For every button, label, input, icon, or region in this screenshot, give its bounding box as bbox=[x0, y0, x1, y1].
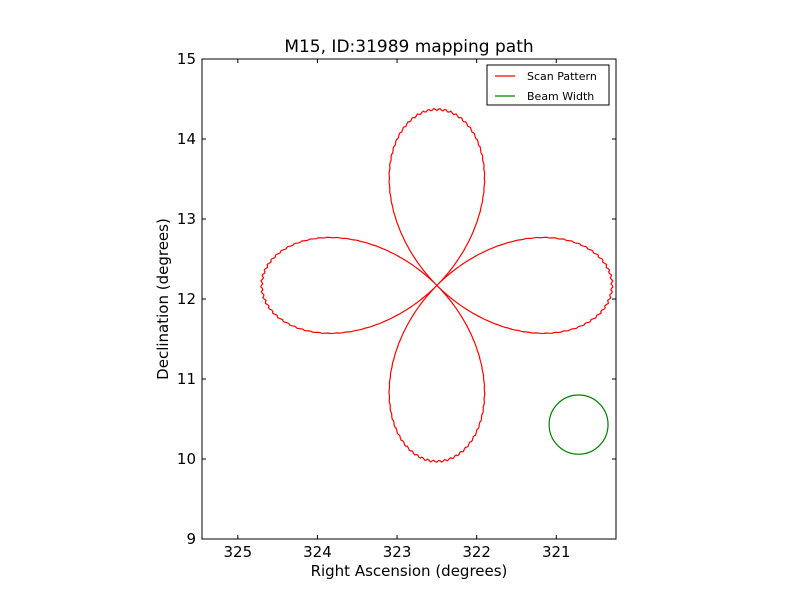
x-axis-label: Right Ascension (degrees) bbox=[311, 562, 508, 580]
y-tick-label: 14 bbox=[177, 130, 196, 148]
y-axis-label: Declination (degrees) bbox=[154, 218, 172, 380]
x-tick-label: 322 bbox=[462, 543, 491, 561]
x-tick-label: 321 bbox=[542, 543, 571, 561]
y-tick-label: 15 bbox=[177, 50, 196, 68]
tick-layer: 325 324 323 322 321 9 10 11 12 13 14 15 bbox=[177, 50, 616, 561]
scan-pattern-line bbox=[260, 107, 614, 463]
x-tick-label: 324 bbox=[303, 543, 332, 561]
y-tick-label: 10 bbox=[177, 450, 196, 468]
x-tick-label: 325 bbox=[224, 543, 253, 561]
legend-label-beam-width: Beam Width bbox=[527, 90, 594, 103]
y-tick-label: 9 bbox=[186, 530, 196, 548]
legend-box bbox=[486, 64, 610, 106]
chart-title: M15, ID:31989 mapping path bbox=[284, 37, 533, 57]
plot-data-layer bbox=[260, 107, 614, 463]
x-tick-label: 323 bbox=[383, 543, 412, 561]
y-tick-label: 12 bbox=[177, 290, 196, 308]
legend: Scan Pattern Beam Width bbox=[486, 64, 610, 106]
y-tick-label: 11 bbox=[177, 370, 196, 388]
beam-width-circle bbox=[548, 394, 609, 455]
legend-label-scan-pattern: Scan Pattern bbox=[527, 70, 597, 83]
y-tick-label: 13 bbox=[177, 210, 196, 228]
